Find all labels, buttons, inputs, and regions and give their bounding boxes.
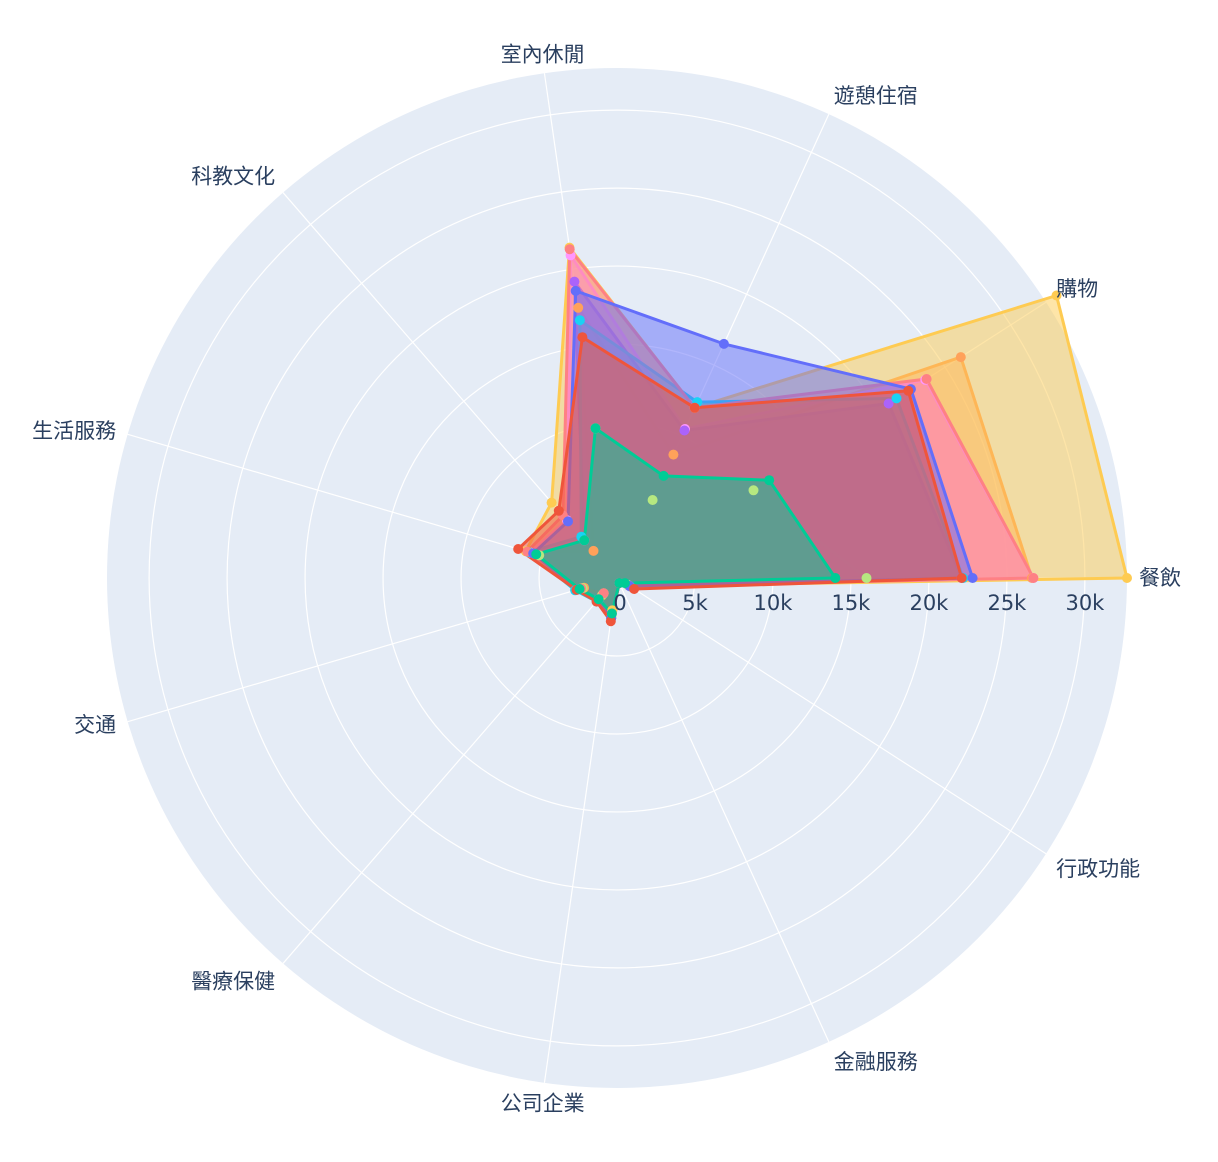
series-9-point-2[interactable]	[658, 470, 669, 481]
series-0-point-4[interactable]	[588, 545, 599, 556]
category-label-2: 遊憩住宿	[834, 84, 918, 108]
angular-grid-line	[616, 577, 1047, 855]
series-2-point-1[interactable]	[748, 485, 759, 496]
series-7-point-2[interactable]	[718, 338, 729, 349]
category-label-3: 室內休閒	[501, 42, 585, 66]
series-5-point-1[interactable]	[891, 393, 902, 404]
series-5-point-3[interactable]	[574, 315, 585, 326]
angular-grid-line	[616, 577, 830, 1043]
series-0-point-3[interactable]	[573, 302, 584, 313]
series-6-point-0[interactable]	[1028, 573, 1039, 583]
series-8-point-0[interactable]	[956, 573, 967, 583]
series-0-point-1[interactable]	[955, 352, 966, 363]
series-8-point-10[interactable]	[629, 584, 640, 594]
radial-tick-label: 20k	[909, 591, 949, 615]
series-8-point-2[interactable]	[689, 402, 700, 413]
series-4-point-1[interactable]	[883, 398, 894, 409]
series-layer	[513, 242, 1132, 627]
category-label-8: 公司企業	[501, 1092, 585, 1116]
series-2-point-0[interactable]	[861, 573, 872, 583]
series-9-point-1[interactable]	[764, 475, 775, 486]
category-label-6: 交通	[74, 713, 116, 737]
series-8-point-4[interactable]	[553, 505, 564, 516]
category-label-9: 金融服務	[834, 1050, 918, 1074]
series-9-point-6[interactable]	[574, 584, 585, 594]
angular-grid-line	[282, 577, 618, 964]
radial-tick-label: 0	[613, 591, 626, 615]
series-9-point-8[interactable]	[606, 608, 617, 619]
series-0-point-2[interactable]	[668, 449, 679, 460]
series-1-point-0[interactable]	[1122, 573, 1132, 583]
category-label-10: 行政功能	[1056, 857, 1140, 881]
series-2-point-2[interactable]	[647, 495, 658, 505]
series-7-point-0[interactable]	[967, 573, 978, 583]
category-label-0: 餐飲	[1139, 566, 1181, 590]
series-9-point-0[interactable]	[830, 573, 841, 583]
series-8-point-5[interactable]	[513, 544, 524, 554]
series-9-point-3[interactable]	[590, 423, 601, 434]
radial-tick-label: 10k	[754, 591, 794, 615]
series-8-point-3[interactable]	[577, 332, 588, 343]
series-1-point-1[interactable]	[1051, 290, 1062, 301]
category-label-7: 醫療保健	[191, 970, 275, 994]
radial-tick-label: 5k	[682, 591, 708, 615]
angular-grid-line	[127, 577, 618, 723]
category-label-5: 生活服務	[32, 419, 116, 443]
series-9-point-4[interactable]	[579, 535, 590, 546]
category-label-1: 購物	[1056, 277, 1098, 301]
series-4-point-2[interactable]	[679, 425, 690, 436]
radial-tick-label: 15k	[831, 591, 871, 615]
series-1-point-4[interactable]	[546, 497, 557, 508]
series-9-point-5[interactable]	[531, 549, 542, 560]
series-8-point-8[interactable]	[605, 616, 616, 627]
series-6-point-3[interactable]	[564, 244, 575, 255]
series-4-point-3[interactable]	[569, 276, 580, 287]
series-7-point-4[interactable]	[563, 516, 573, 527]
radial-tick-label: 30k	[1065, 591, 1105, 615]
series-9-point-7[interactable]	[593, 594, 604, 605]
series-7-point-3[interactable]	[570, 285, 581, 296]
series-8-point-1[interactable]	[903, 385, 914, 396]
series-9-point-10[interactable]	[619, 578, 630, 589]
series-6-point-1[interactable]	[921, 374, 932, 384]
radial-tick-label: 25k	[987, 591, 1027, 615]
category-label-4: 科教文化	[191, 165, 275, 189]
angular-grid-line	[543, 577, 618, 1083]
